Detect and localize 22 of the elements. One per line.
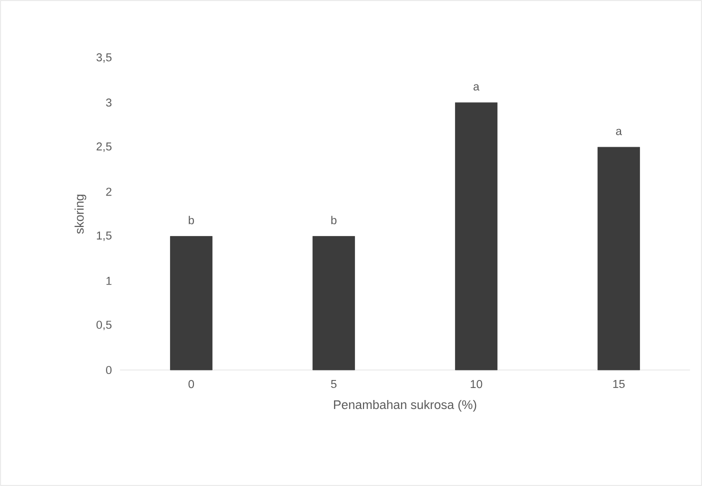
y-tick-label: 1,5	[96, 232, 112, 241]
y-tick-label: 0,5	[96, 320, 112, 330]
annotation: b	[331, 216, 336, 224]
bar	[598, 146, 640, 370]
bar	[312, 236, 355, 370]
x-tick-label: 10	[470, 380, 482, 388]
y-tick-label: 0	[106, 366, 112, 374]
y-tick-label: 1	[106, 276, 112, 285]
y-tick-label: 3,5	[96, 53, 112, 63]
y-tick-label: 2,5	[96, 142, 112, 152]
x-tick-label: 0	[188, 380, 194, 388]
x-axis-title: Penambahan sukrosa (%)	[334, 400, 476, 412]
bar	[455, 102, 498, 370]
y-tick-label: 3	[106, 98, 112, 107]
y-axis-title: skoring	[74, 194, 86, 234]
x-tick-label: 5	[331, 380, 336, 388]
x-tick-label: 15	[613, 380, 625, 388]
bar	[170, 236, 212, 370]
y-tick-label: 2	[106, 188, 112, 196]
annotation: a	[474, 84, 480, 91]
annotation: a	[616, 128, 622, 136]
annotation: b	[188, 216, 194, 224]
